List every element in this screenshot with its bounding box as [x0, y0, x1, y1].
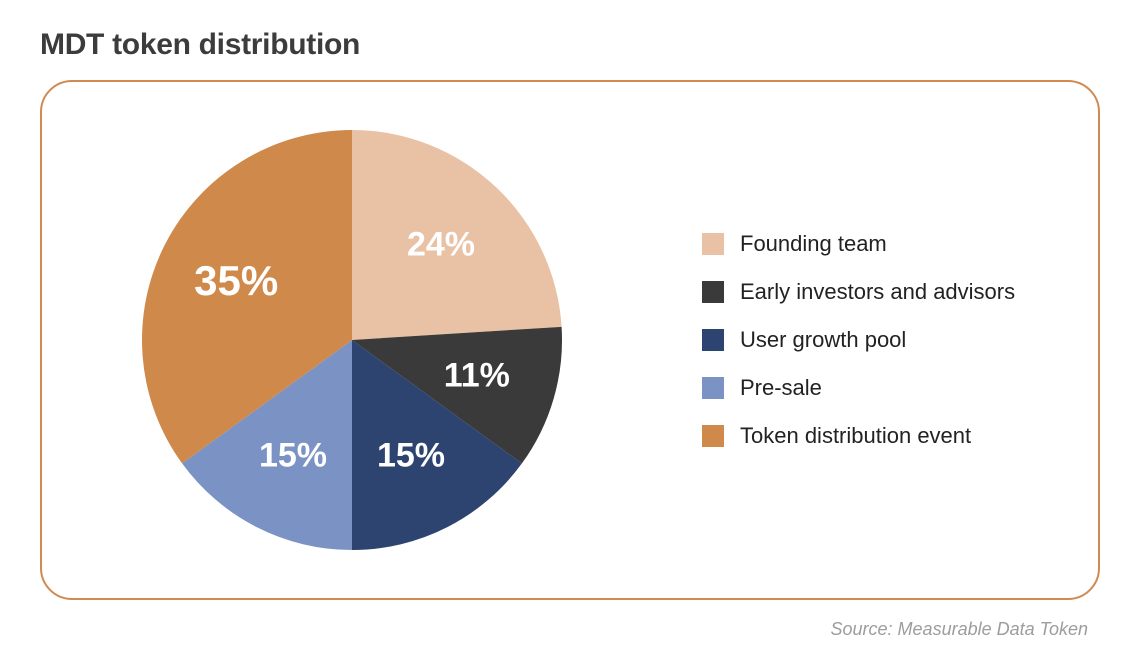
legend-label: Founding team	[740, 231, 887, 257]
legend-label: User growth pool	[740, 327, 906, 353]
pie-chart: 24%11%15%15%35%	[122, 110, 582, 570]
source-attribution: Source: Measurable Data Token	[831, 619, 1088, 640]
legend-label: Early investors and advisors	[740, 279, 1015, 305]
legend-swatch	[702, 425, 724, 447]
page-title: MDT token distribution	[40, 28, 360, 62]
chart-card: 24%11%15%15%35% Founding team Early inves…	[40, 80, 1100, 600]
legend-swatch	[702, 377, 724, 399]
legend-swatch	[702, 233, 724, 255]
legend-item-founding_team: Founding team	[702, 231, 1015, 257]
legend-swatch	[702, 329, 724, 351]
legend-label: Pre-sale	[740, 375, 822, 401]
legend: Founding team Early investors and advisor…	[702, 231, 1015, 449]
pie-slice-founding_team	[352, 130, 562, 340]
legend-item-early_investors: Early investors and advisors	[702, 279, 1015, 305]
legend-item-user_growth: User growth pool	[702, 327, 1015, 353]
legend-item-pre_sale: Pre-sale	[702, 375, 1015, 401]
legend-label: Token distribution event	[740, 423, 971, 449]
pie-svg	[122, 110, 582, 570]
legend-swatch	[702, 281, 724, 303]
legend-item-token_event: Token distribution event	[702, 423, 1015, 449]
